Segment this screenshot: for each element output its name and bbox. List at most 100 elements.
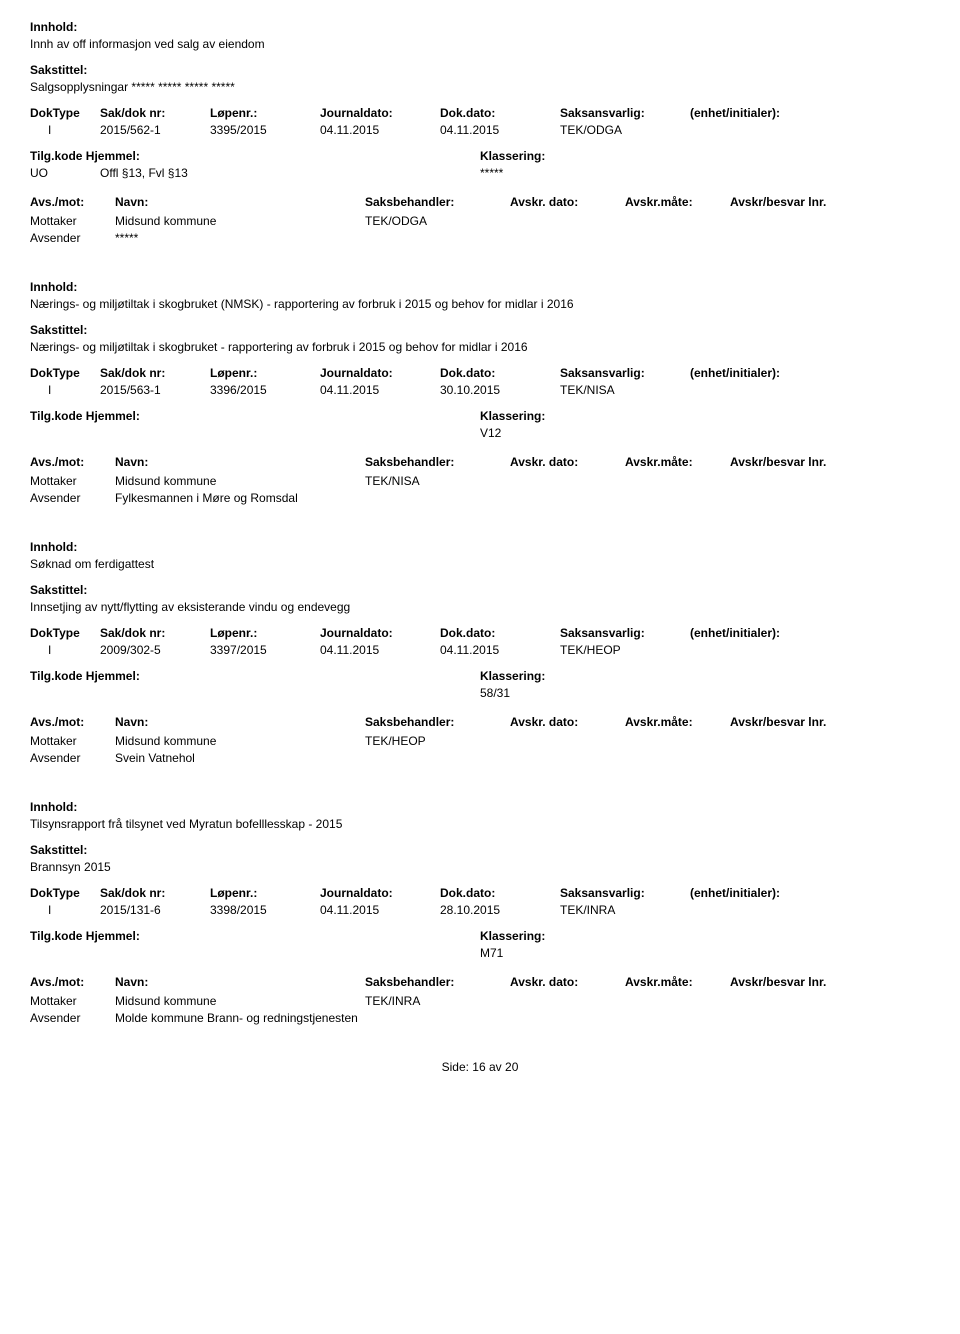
sakdok-value: 2009/302-5 bbox=[100, 643, 210, 657]
klassering-value: ***** bbox=[480, 166, 503, 180]
avskrbesvar-label: Avskr/besvar lnr. bbox=[730, 975, 930, 989]
doktype-header: DokType bbox=[30, 886, 100, 900]
journaldato-header: Journaldato: bbox=[320, 886, 440, 900]
lopenr-value: 3396/2015 bbox=[210, 383, 320, 397]
avsender-name: Molde kommune Brann- og redningstjeneste… bbox=[115, 1011, 365, 1025]
sakdok-value: 2015/563-1 bbox=[100, 383, 210, 397]
dokdato-header: Dok.dato: bbox=[440, 626, 560, 640]
mottaker-row: Mottaker Midsund kommune TEK/HEOP bbox=[30, 734, 930, 748]
innhold-value: Innh av off informasjon ved salg av eien… bbox=[30, 37, 930, 51]
mottaker-row: Mottaker Midsund kommune TEK/NISA bbox=[30, 474, 930, 488]
tilg-data-row: M71 bbox=[30, 946, 930, 960]
sakstittel-value: Salgsopplysningar ***** ***** ***** ****… bbox=[30, 80, 930, 94]
avskrdato-label: Avskr. dato: bbox=[510, 455, 625, 469]
saksansvarlig-value: TEK/INRA bbox=[560, 903, 690, 917]
avsender-row: Avsender Svein Vatnehol bbox=[30, 751, 930, 765]
journal-entry: Innhold: Innh av off informasjon ved sal… bbox=[30, 20, 930, 245]
tilg-header-row: Tilg.kode Hjemmel: Klassering: bbox=[30, 929, 930, 943]
tilgkode-value bbox=[30, 426, 100, 440]
journal-entry: Innhold: Søknad om ferdigattest Sakstitt… bbox=[30, 540, 930, 765]
mottaker-label: Mottaker bbox=[30, 734, 115, 748]
tilgkode-value: UO bbox=[30, 166, 100, 180]
doktype-value: I bbox=[30, 643, 100, 657]
klassering-label: Klassering: bbox=[480, 929, 545, 943]
dokdato-value: 04.11.2015 bbox=[440, 643, 560, 657]
mottaker-name: Midsund kommune bbox=[115, 734, 365, 748]
tilg-header-row: Tilg.kode Hjemmel: Klassering: bbox=[30, 149, 930, 163]
avsender-name: ***** bbox=[115, 231, 365, 245]
tilgkode-label: Tilg.kode bbox=[30, 669, 82, 683]
saksansvarlig-value: TEK/HEOP bbox=[560, 643, 690, 657]
sakstittel-value: Nærings- og miljøtiltak i skogbruket - r… bbox=[30, 340, 930, 354]
avsender-label: Avsender bbox=[30, 231, 115, 245]
doktype-header: DokType bbox=[30, 626, 100, 640]
total-pages: 20 bbox=[505, 1060, 518, 1074]
sakdok-value: 2015/131-6 bbox=[100, 903, 210, 917]
avsmot-label: Avs./mot: bbox=[30, 455, 115, 469]
columns-data: I 2009/302-5 3397/2015 04.11.2015 04.11.… bbox=[30, 643, 930, 657]
saksansvarlig-header: Saksansvarlig: bbox=[560, 886, 690, 900]
lopenr-value: 3398/2015 bbox=[210, 903, 320, 917]
innhold-label: Innhold: bbox=[30, 800, 930, 814]
journaldato-header: Journaldato: bbox=[320, 366, 440, 380]
enhet-header: (enhet/initialer): bbox=[690, 366, 860, 380]
hjemmel-value: Offl §13, Fvl §13 bbox=[100, 166, 480, 180]
hjemmel-value bbox=[100, 946, 480, 960]
hjemmel-label: Hjemmel: bbox=[86, 929, 140, 943]
avsender-row: Avsender Molde kommune Brann- og redning… bbox=[30, 1011, 930, 1025]
journaldato-value: 04.11.2015 bbox=[320, 383, 440, 397]
avsender-name: Svein Vatnehol bbox=[115, 751, 365, 765]
enhet-header: (enhet/initialer): bbox=[690, 106, 860, 120]
tilg-data-row: 58/31 bbox=[30, 686, 930, 700]
journaldato-value: 04.11.2015 bbox=[320, 123, 440, 137]
navn-label: Navn: bbox=[115, 715, 365, 729]
journaldato-value: 04.11.2015 bbox=[320, 643, 440, 657]
saksansvarlig-value: TEK/NISA bbox=[560, 383, 690, 397]
avskrmate-label: Avskr.måte: bbox=[625, 455, 730, 469]
doktype-value: I bbox=[30, 383, 100, 397]
saksansvarlig-header: Saksansvarlig: bbox=[560, 626, 690, 640]
saksbehandler-label: Saksbehandler: bbox=[365, 455, 510, 469]
sakstittel-value: Brannsyn 2015 bbox=[30, 860, 930, 874]
avskrbesvar-label: Avskr/besvar lnr. bbox=[730, 195, 930, 209]
saksbehandler-value: TEK/ODGA bbox=[365, 214, 510, 228]
hjemmel-value bbox=[100, 426, 480, 440]
sakdok-header: Sak/dok nr: bbox=[100, 886, 210, 900]
dokdato-header: Dok.dato: bbox=[440, 366, 560, 380]
enhet-header: (enhet/initialer): bbox=[690, 886, 860, 900]
journal-entry: Innhold: Nærings- og miljøtiltak i skogb… bbox=[30, 280, 930, 505]
avskrdato-label: Avskr. dato: bbox=[510, 195, 625, 209]
hjemmel-value bbox=[100, 686, 480, 700]
lopenr-value: 3395/2015 bbox=[210, 123, 320, 137]
avskrmate-label: Avskr.måte: bbox=[625, 195, 730, 209]
enhet-header: (enhet/initialer): bbox=[690, 626, 860, 640]
avskrbesvar-label: Avskr/besvar lnr. bbox=[730, 715, 930, 729]
doktype-value: I bbox=[30, 123, 100, 137]
klassering-label: Klassering: bbox=[480, 149, 545, 163]
tilg-header-row: Tilg.kode Hjemmel: Klassering: bbox=[30, 409, 930, 423]
columns-header: DokType Sak/dok nr: Løpenr.: Journaldato… bbox=[30, 106, 930, 120]
saksbehandler-value: TEK/HEOP bbox=[365, 734, 510, 748]
innhold-label: Innhold: bbox=[30, 20, 930, 34]
avsender-name: Fylkesmannen i Møre og Romsdal bbox=[115, 491, 365, 505]
tilg-data-row: UO Offl §13, Fvl §13 ***** bbox=[30, 166, 930, 180]
sakdok-value: 2015/562-1 bbox=[100, 123, 210, 137]
innhold-label: Innhold: bbox=[30, 540, 930, 554]
innhold-label: Innhold: bbox=[30, 280, 930, 294]
tilgkode-value bbox=[30, 946, 100, 960]
mottaker-label: Mottaker bbox=[30, 994, 115, 1008]
entries-container: Innhold: Innh av off informasjon ved sal… bbox=[30, 20, 930, 1025]
mottaker-label: Mottaker bbox=[30, 474, 115, 488]
dokdato-value: 28.10.2015 bbox=[440, 903, 560, 917]
enhet-value bbox=[690, 643, 860, 657]
sakdok-header: Sak/dok nr: bbox=[100, 106, 210, 120]
saksansvarlig-header: Saksansvarlig: bbox=[560, 106, 690, 120]
saksbehandler-label: Saksbehandler: bbox=[365, 975, 510, 989]
avsender-label: Avsender bbox=[30, 491, 115, 505]
sakstittel-value: Innsetjing av nytt/flytting av eksistera… bbox=[30, 600, 930, 614]
tilgkode-label: Tilg.kode bbox=[30, 149, 82, 163]
mottaker-name: Midsund kommune bbox=[115, 214, 365, 228]
avsmot-label: Avs./mot: bbox=[30, 715, 115, 729]
lopenr-header: Løpenr.: bbox=[210, 106, 320, 120]
sakdok-header: Sak/dok nr: bbox=[100, 366, 210, 380]
